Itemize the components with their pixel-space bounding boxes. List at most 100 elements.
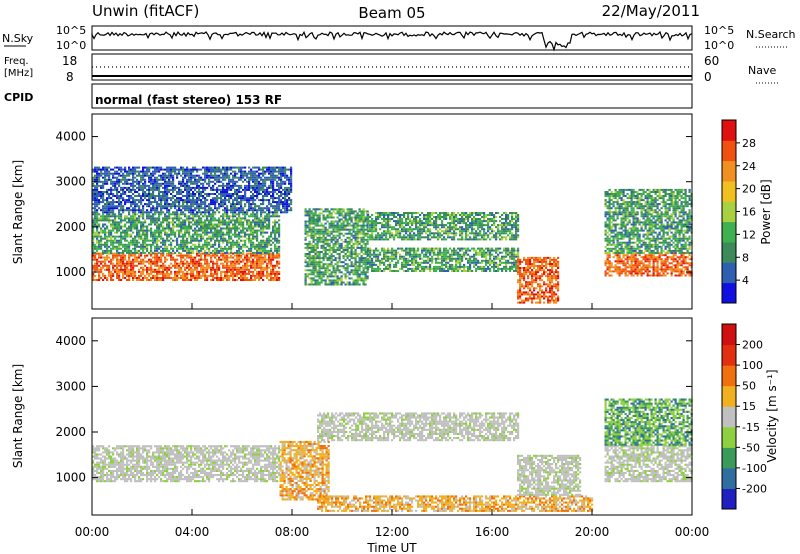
heatmap-cell [348, 273, 351, 276]
heatmap-cell [222, 256, 225, 259]
heatmap-cell [373, 224, 376, 227]
heatmap-cell [214, 251, 217, 254]
heatmap-cell [326, 234, 329, 237]
heatmap-cell [166, 215, 169, 218]
heatmap-cell [96, 217, 99, 220]
heatmap-cell [232, 264, 235, 267]
heatmap-cell [202, 243, 205, 246]
heatmap-cell [328, 255, 331, 258]
heatmap-cell [244, 231, 247, 234]
heatmap-cell [248, 184, 251, 187]
heatmap-cell [242, 217, 245, 220]
heatmap-cell [104, 199, 107, 202]
heatmap-cell [92, 211, 95, 214]
heatmap-cell [270, 215, 273, 218]
heatmap-cell [381, 212, 384, 214]
heatmap-cell [364, 251, 367, 253]
heatmap-cell [250, 227, 253, 230]
heatmap-cell [140, 203, 143, 206]
heatmap-cell [312, 234, 315, 237]
heatmap-cell [250, 168, 253, 171]
heatmap-cell [186, 195, 189, 197]
heatmap-cell [320, 261, 323, 264]
heatmap-cell [184, 207, 187, 210]
heatmap-cell [150, 174, 153, 177]
heatmap-cell [276, 260, 279, 263]
heatmap-cell [178, 231, 181, 234]
heatmap-cell [112, 258, 115, 261]
heatmap-cell [228, 186, 231, 189]
heatmap-cell [160, 272, 163, 275]
heatmap-cell [324, 279, 327, 282]
heatmap-cell [212, 262, 215, 265]
heatmap-cell [224, 260, 227, 263]
heatmap-cell [228, 176, 231, 179]
heatmap-cell [362, 232, 365, 235]
heatmap-cell [108, 217, 111, 220]
heatmap-cell [98, 203, 101, 206]
heatmap-cell [186, 241, 189, 244]
heatmap-cell [266, 195, 269, 197]
heatmap-cell [94, 221, 97, 224]
heatmap-cell [126, 268, 129, 271]
heatmap-cell [328, 230, 331, 233]
heatmap-cell [222, 199, 225, 202]
heatmap-cell [278, 235, 281, 238]
heatmap-cell [362, 226, 365, 229]
heatmap-cell [326, 210, 329, 213]
heatmap-cell [389, 234, 392, 237]
heatmap-cell [198, 235, 201, 238]
heatmap-cell [170, 207, 173, 210]
heatmap-cell [362, 249, 365, 251]
heatmap-cell [280, 166, 283, 169]
heatmap-cell [130, 270, 133, 273]
heatmap-cell [278, 186, 281, 189]
heatmap-cell [180, 239, 183, 242]
heatmap-cell [332, 224, 335, 227]
heatmap-cell [180, 245, 183, 248]
heatmap-cell [272, 221, 275, 224]
heatmap-cell [320, 232, 323, 235]
heatmap-cell [234, 251, 237, 254]
heatmap-cell [318, 230, 321, 233]
heatmap-cell [100, 209, 103, 212]
heatmap-cell [194, 247, 197, 250]
heatmap-cell [240, 251, 243, 254]
heatmap-cell [116, 178, 119, 181]
heatmap-cell [358, 246, 361, 249]
heatmap-cell [112, 195, 115, 197]
heatmap-cell [120, 180, 123, 183]
heatmap-cell [100, 241, 103, 244]
heatmap-cell [132, 219, 135, 222]
heatmap-cell [270, 249, 273, 252]
heatmap-cell [154, 256, 157, 259]
heatmap-cell [216, 197, 219, 200]
heatmap-cell [186, 180, 189, 183]
heatmap-cell [126, 266, 129, 269]
heatmap-cell [338, 226, 341, 229]
heatmap-cell [238, 237, 241, 240]
heatmap-cell [224, 207, 227, 210]
heatmap-cell [212, 176, 215, 179]
heatmap-cell [220, 195, 223, 197]
heatmap-cell [110, 279, 113, 281]
heatmap-cell [136, 258, 139, 261]
heatmap-cell [100, 262, 103, 265]
heatmap-cell [154, 260, 157, 263]
heatmap-cell [198, 215, 201, 218]
heatmap-cell [222, 233, 225, 236]
heatmap-cell [208, 262, 211, 265]
heatmap-cell [282, 203, 285, 206]
heatmap-cell [208, 174, 211, 177]
heatmap-cell [104, 277, 107, 279]
heatmap-cell [196, 233, 199, 236]
heatmap-cell [270, 184, 273, 187]
heatmap-cell [344, 253, 347, 255]
heatmap-cell [346, 263, 349, 266]
heatmap-cell [354, 234, 357, 237]
heatmap-cell [226, 277, 229, 279]
heatmap-cell [308, 230, 311, 233]
heatmap-cell [106, 209, 109, 212]
heatmap-cell [132, 223, 135, 226]
heatmap-cell [322, 230, 325, 233]
